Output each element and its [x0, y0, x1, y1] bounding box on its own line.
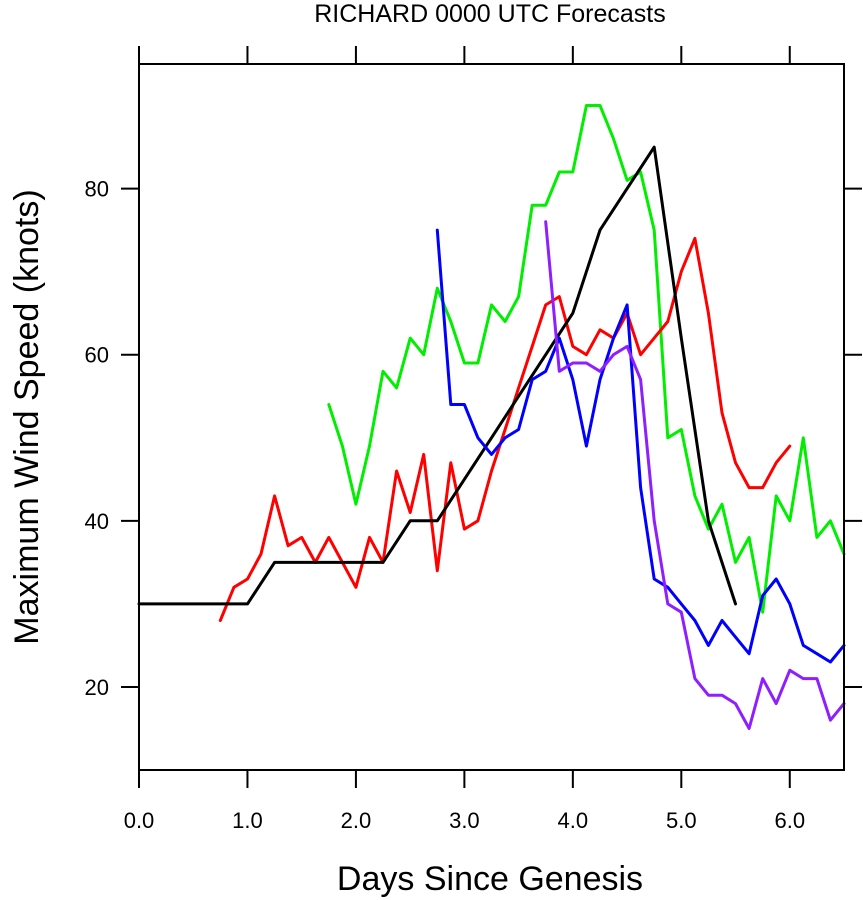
plot-lines [137, 104, 846, 730]
x-tick-label: 3.0 [449, 808, 480, 833]
y-tick-label: 20 [85, 675, 109, 700]
y-axis-label: Maximum Wind Speed (knots) [8, 189, 46, 644]
plot-frame [138, 63, 845, 771]
axis-ticks [121, 46, 862, 788]
x-tick-label: 5.0 [666, 808, 697, 833]
x-tick-label: 4.0 [558, 808, 589, 833]
x-tick-labels: 0.0 1.0 2.0 3.0 4.0 5.0 6.0 [124, 808, 805, 833]
x-tick-label: 6.0 [774, 808, 805, 833]
y-tick-labels: 20 40 60 80 [85, 177, 109, 700]
x-tick-label: 0.0 [124, 808, 155, 833]
series-line-1 [327, 104, 846, 614]
x-axis-label: Days Since Genesis [337, 860, 643, 898]
x-tick-label: 2.0 [341, 808, 372, 833]
series-line-5 [544, 220, 846, 730]
y-tick-label: 60 [85, 343, 109, 368]
chart-title: RICHARD 0000 UTC Forecasts [314, 0, 665, 28]
series-line-3 [137, 145, 737, 606]
y-tick-label: 80 [85, 177, 109, 202]
series-line-4 [435, 228, 846, 664]
x-tick-label: 1.0 [232, 808, 263, 833]
y-tick-label: 40 [85, 509, 109, 534]
